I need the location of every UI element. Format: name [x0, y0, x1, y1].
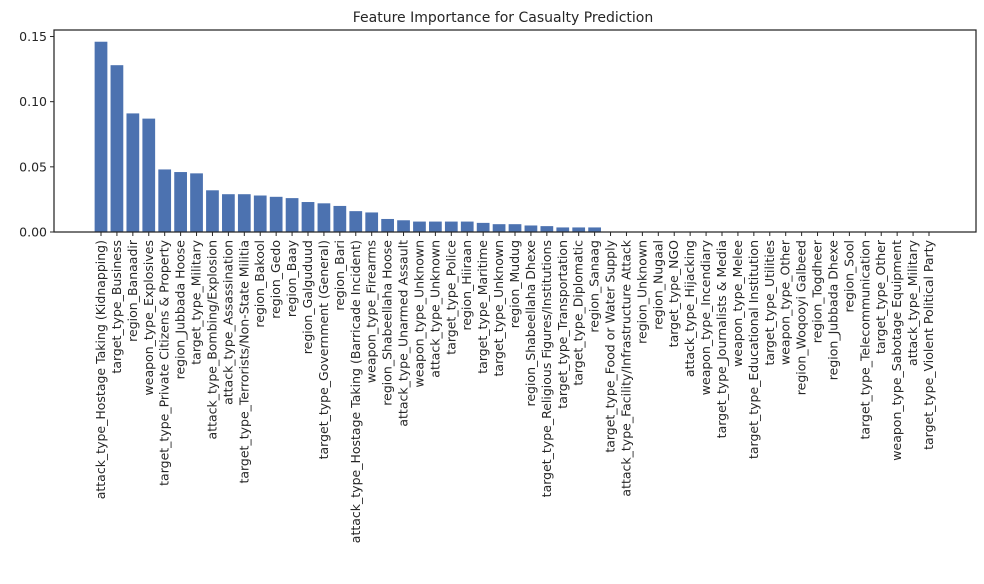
bar — [174, 172, 187, 232]
x-tick-label: attack_type_Assassination — [220, 240, 235, 405]
x-tick-label: region_Togdheer — [810, 239, 825, 343]
x-tick-label: target_type_Telecommunication — [857, 240, 872, 439]
bar — [126, 113, 140, 232]
bar — [142, 118, 156, 232]
bar — [444, 221, 458, 232]
x-tick-label: target_type_Private Citizens & Property — [157, 239, 172, 485]
bar — [524, 225, 538, 232]
x-tick-label: target_type_Terrorists/Non-State Militia — [236, 240, 251, 484]
bar — [556, 227, 570, 232]
x-tick-label: target_type_Food or Water Supply — [603, 239, 618, 452]
bar — [381, 218, 394, 232]
x-tick-label: target_type_Journalists & Media — [714, 240, 729, 438]
y-tick-label: 0.00 — [19, 225, 47, 240]
bar — [460, 221, 474, 232]
x-tick-label: region_Baay — [284, 239, 299, 317]
x-tick-label: region_Woqooyi Galbeed — [794, 240, 809, 395]
x-tick-label: attack_type_Unarmed Assault — [396, 240, 411, 427]
x-tick-label: target_type_Unknown — [491, 240, 506, 376]
bar — [206, 190, 219, 232]
x-tick-label: target_type_Religious Figures/Institutio… — [539, 240, 554, 497]
bar — [110, 65, 124, 232]
bar — [365, 212, 379, 232]
x-tick-label: target_type_NGO — [666, 240, 681, 347]
x-tick-label: weapon_type_Explosives — [141, 240, 156, 395]
chart-title: Feature Importance for Casualty Predicti… — [353, 10, 654, 26]
x-tick-label: target_type_Transportation — [555, 240, 570, 409]
bar — [397, 220, 410, 232]
bar — [476, 222, 490, 232]
x-tick-label: weapon_type_Other — [778, 239, 793, 365]
bar — [301, 202, 315, 232]
bar — [540, 226, 554, 232]
x-tick-label: region_Shabeellaha Dhexe — [523, 240, 538, 407]
x-tick-label: region_Hiiraan — [459, 240, 474, 331]
x-tick-label: weapon_type_Unknown — [411, 240, 426, 388]
x-tick-label: region_Gedo — [268, 240, 283, 319]
x-tick-label: target_type_Violent Political Party — [921, 239, 936, 450]
bar — [508, 224, 522, 232]
bar — [429, 221, 442, 232]
x-tick-label: target_type_Utilities — [762, 240, 777, 365]
x-tick-label: region_Unknown — [634, 240, 649, 344]
x-tick-label: region_Galguduud — [300, 240, 315, 354]
x-tick-label: target_type_Business — [109, 240, 124, 374]
bar — [317, 203, 331, 232]
plot-frame — [53, 29, 977, 233]
x-axis-ticks: attack_type_Hostage Taking (Kidnapping) t… — [93, 232, 936, 543]
bar — [588, 227, 601, 232]
y-axis-ticks: 0.00 0.05 0.10 0.15 — [19, 29, 54, 240]
y-tick-label: 0.15 — [19, 29, 47, 44]
x-tick-label: region_Nugaal — [650, 240, 665, 330]
x-tick-label: target_type_Diplomatic — [571, 240, 586, 386]
x-tick-label: attack_type_Facility/Infrastructure Atta… — [618, 239, 633, 496]
x-tick-label: region_Jubbada Dhexe — [825, 240, 840, 381]
bar — [158, 169, 172, 232]
bar — [269, 196, 283, 232]
bar — [190, 173, 203, 232]
x-tick-label: region_Mudug — [507, 240, 522, 328]
x-tick-label: target_type_Maritime — [475, 240, 490, 374]
bars-layer — [94, 41, 601, 232]
x-tick-label: attack_type_Hostage Taking (Barricade In… — [348, 240, 363, 543]
x-tick-label: target_type_Educational Institution — [746, 240, 761, 459]
bar — [492, 224, 506, 232]
x-tick-label: attack_type_Bombing/Explosion — [204, 240, 219, 439]
bar — [333, 205, 347, 232]
x-tick-label: target_type_Other — [873, 239, 888, 354]
y-tick-label: 0.10 — [19, 94, 47, 109]
x-tick-label: attack_type_Military — [905, 239, 920, 366]
bar — [285, 198, 299, 232]
x-tick-label: weapon_type_Melee — [730, 240, 745, 367]
x-tick-label: region_Banaadir — [125, 239, 140, 342]
bar — [349, 211, 363, 232]
x-tick-label: region_Sanaag — [587, 240, 602, 333]
x-tick-label: attack_type_Hijacking — [682, 240, 697, 377]
x-tick-label: weapon_type_Incendiary — [698, 239, 713, 395]
bar — [237, 194, 251, 232]
x-tick-label: region_Sool — [841, 240, 856, 313]
x-tick-label: target_type_Government (General) — [316, 240, 331, 459]
x-tick-label: region_Bakool — [252, 240, 267, 328]
x-tick-label: target_type_Military — [189, 239, 204, 364]
bar — [222, 194, 235, 232]
y-tick-label: 0.05 — [19, 159, 47, 174]
x-tick-label: weapon_type_Firearms — [364, 240, 379, 383]
x-tick-label: region_Shabeellaha Hoose — [380, 240, 395, 406]
x-tick-label: region_Jubbada Hoose — [173, 240, 188, 380]
x-tick-label: weapon_type_Sabotage Equipment — [889, 240, 904, 461]
x-tick-label: target_type_Police — [443, 240, 458, 355]
bar — [94, 41, 108, 232]
bar — [253, 195, 267, 232]
x-tick-label: attack_type_Unknown — [427, 240, 442, 378]
bar — [572, 227, 586, 232]
x-tick-label: region_Bari — [332, 240, 347, 311]
x-tick-label: attack_type_Hostage Taking (Kidnapping) — [93, 240, 108, 499]
bar — [413, 221, 426, 232]
